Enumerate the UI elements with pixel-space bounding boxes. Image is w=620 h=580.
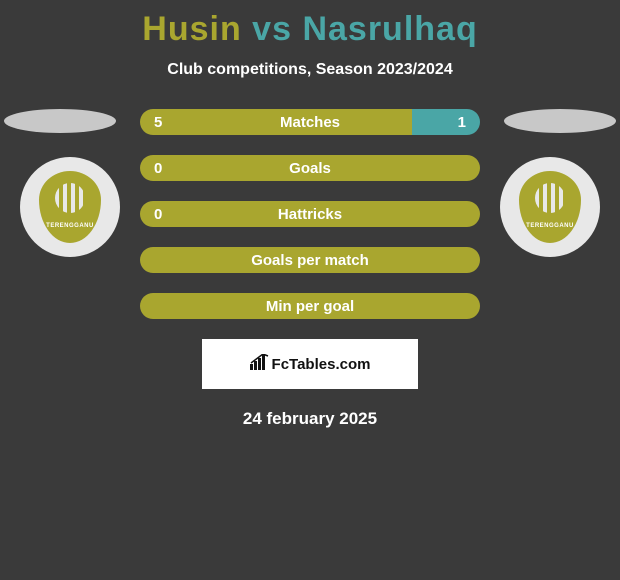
- stat-bar: 0 Goals: [140, 155, 480, 181]
- stat-right-value: 1: [458, 114, 466, 131]
- content-area: TERENGGANU TERENGGANU 5 1 Matches 0 Goals 0 Ha…: [0, 109, 620, 429]
- player2-name: Nasrulhaq: [302, 10, 477, 48]
- stat-bar-left-fill: [140, 109, 412, 135]
- stat-bar: Min per goal: [140, 293, 480, 319]
- stat-label: Goals per match: [251, 252, 369, 269]
- crest-label: TERENGGANU: [526, 223, 574, 229]
- stat-left-value: 0: [154, 206, 162, 223]
- stat-bar: 5 1 Matches: [140, 109, 480, 135]
- stat-left-value: 5: [154, 114, 162, 131]
- stat-bar-right-fill: [412, 109, 480, 135]
- stat-bar: 0 Hattricks: [140, 201, 480, 227]
- crest-stripes-icon: [535, 183, 565, 213]
- brand-label: FcTables.com: [272, 356, 371, 373]
- stat-label: Matches: [280, 114, 340, 131]
- brand-watermark: FcTables.com: [202, 339, 418, 389]
- crest-shield-icon: TERENGGANU: [39, 171, 101, 243]
- brand-text: FcTables.com: [250, 354, 371, 374]
- chart-icon: [250, 354, 270, 374]
- player1-name: Husin: [142, 10, 241, 48]
- snapshot-date: 24 february 2025: [0, 409, 620, 429]
- comparison-title: Husin vs Nasrulhaq: [0, 0, 620, 49]
- stat-label: Min per goal: [266, 298, 354, 315]
- crest-shield-icon: TERENGGANU: [519, 171, 581, 243]
- player2-shadow-ellipse: [504, 109, 616, 133]
- crest-stripes-icon: [55, 183, 85, 213]
- subtitle: Club competitions, Season 2023/2024: [0, 61, 620, 79]
- stat-bars-container: 5 1 Matches 0 Goals 0 Hattricks Goals per match…: [140, 109, 480, 319]
- player1-club-crest: TERENGGANU: [20, 157, 120, 257]
- stat-label: Hattricks: [278, 206, 342, 223]
- player2-club-crest: TERENGGANU: [500, 157, 600, 257]
- stat-bar: Goals per match: [140, 247, 480, 273]
- crest-label: TERENGGANU: [46, 223, 94, 229]
- stat-left-value: 0: [154, 160, 162, 177]
- stat-label: Goals: [289, 160, 331, 177]
- vs-separator: vs: [252, 10, 292, 48]
- player1-shadow-ellipse: [4, 109, 116, 133]
